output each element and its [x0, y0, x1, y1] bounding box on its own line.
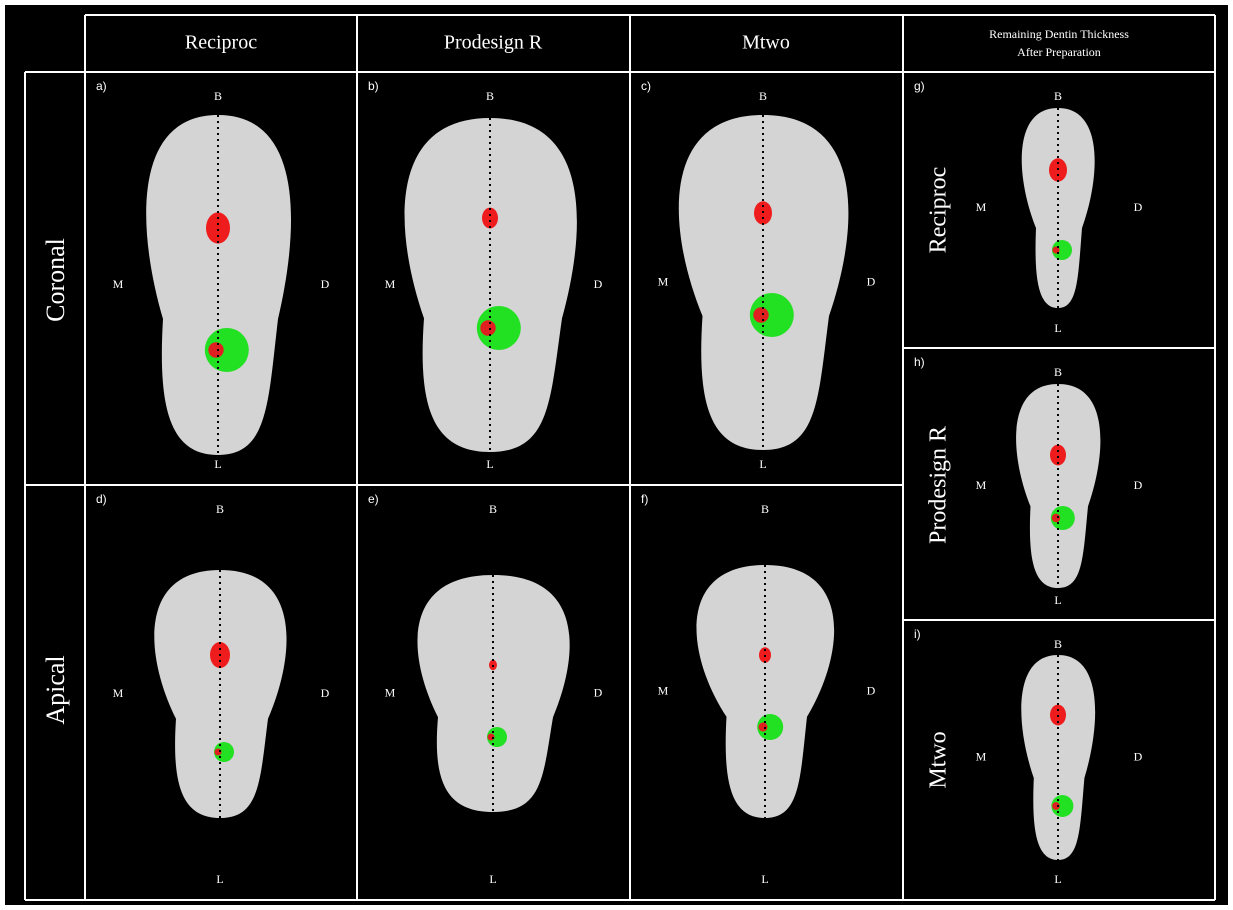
panel-label: h) — [914, 355, 925, 369]
orientation-label: M — [976, 478, 987, 492]
orientation-label: L — [1054, 593, 1061, 607]
orientation-label: L — [216, 872, 223, 886]
row-label: Apical — [41, 655, 70, 724]
orientation-label: B — [214, 89, 222, 103]
orientation-label: M — [976, 200, 987, 214]
orientation-label: B — [216, 502, 224, 516]
orientation-label: L — [761, 872, 768, 886]
orientation-label: B — [761, 502, 769, 516]
panel-label: c) — [641, 79, 651, 93]
canal-area — [480, 320, 495, 335]
column-header: Remaining Dentin Thickness — [989, 27, 1129, 41]
orientation-label: B — [1054, 365, 1062, 379]
column-header: Prodesign R — [444, 32, 543, 54]
orientation-label: D — [594, 685, 603, 699]
orientation-label: B — [759, 89, 767, 103]
orientation-label: M — [658, 274, 669, 288]
orientation-label: M — [113, 277, 124, 291]
orientation-label: L — [1054, 872, 1061, 886]
orientation-label: M — [658, 683, 669, 697]
side-row-label: Reciproc — [926, 167, 952, 254]
column-header: Reciproc — [185, 32, 257, 54]
orientation-label: B — [1054, 89, 1062, 103]
panel-label: d) — [96, 492, 107, 506]
panel-label: b) — [368, 79, 379, 93]
row-label: Coronal — [41, 238, 70, 322]
panel-label: f) — [641, 492, 648, 506]
orientation-label: D — [867, 683, 876, 697]
side-row-label: Prodesign R — [926, 426, 952, 544]
orientation-label: L — [489, 872, 496, 886]
orientation-label: L — [1054, 321, 1061, 335]
orientation-label: D — [321, 686, 330, 700]
orientation-label: D — [1134, 200, 1143, 214]
orientation-label: D — [1134, 478, 1143, 492]
side-row-label: Mtwo — [926, 731, 952, 788]
orientation-label: L — [486, 457, 493, 471]
orientation-label: M — [976, 749, 987, 763]
orientation-label: B — [489, 502, 497, 516]
figure: Reciproc Prodesign R Mtwo Remaining Dent… — [0, 0, 1233, 910]
panel-label: e) — [368, 492, 379, 506]
panel-label: a) — [96, 79, 107, 93]
column-header: After Preparation — [1017, 45, 1101, 59]
orientation-label: M — [385, 277, 396, 291]
orientation-label: B — [486, 89, 494, 103]
column-header: Mtwo — [742, 32, 790, 54]
orientation-label: D — [594, 277, 603, 291]
orientation-label: D — [867, 274, 876, 288]
orientation-label: D — [321, 277, 330, 291]
orientation-label: D — [1134, 749, 1143, 763]
canal-area — [753, 307, 768, 322]
canal-area — [758, 722, 767, 731]
orientation-label: M — [113, 686, 124, 700]
panel-label: g) — [914, 79, 925, 93]
canal-area — [482, 208, 498, 229]
canal-area — [208, 342, 223, 357]
orientation-label: L — [214, 457, 221, 471]
orientation-label: B — [1054, 637, 1062, 651]
panel-label: i) — [914, 627, 921, 641]
orientation-label: M — [385, 685, 396, 699]
orientation-label: L — [759, 457, 766, 471]
